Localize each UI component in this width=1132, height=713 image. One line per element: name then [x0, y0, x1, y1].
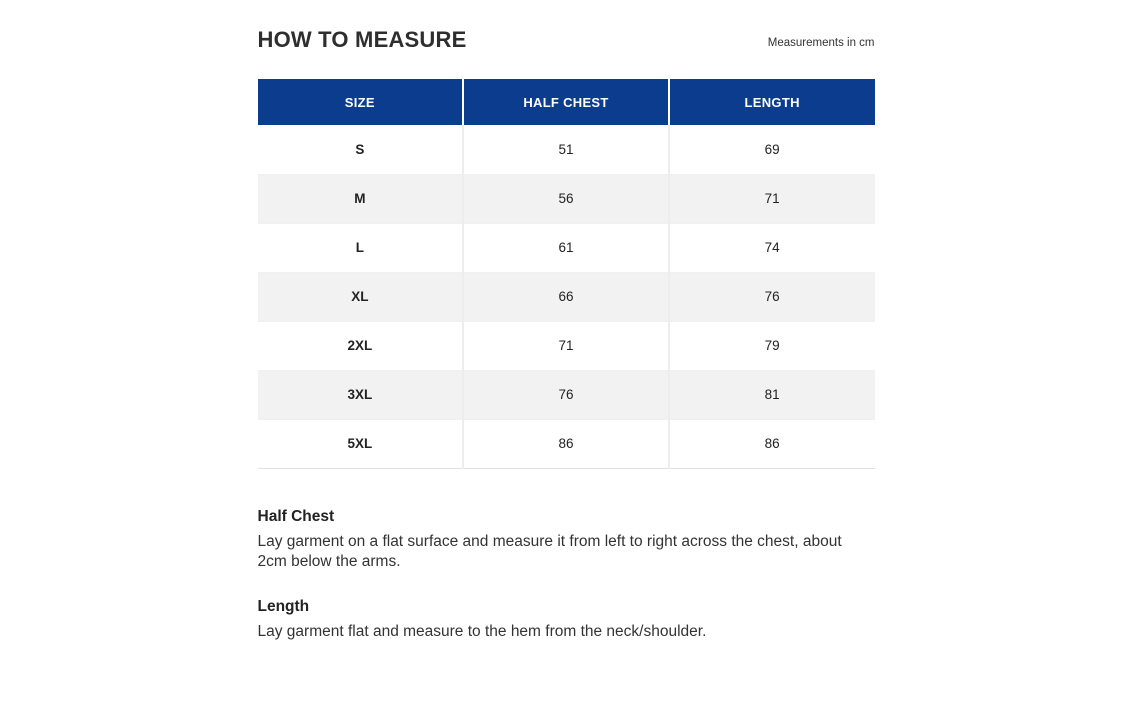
cell-length: 74: [667, 223, 875, 273]
note-half-chest-body: Lay garment on a flat surface and measur…: [257, 533, 842, 570]
cell-half-chest: 66: [462, 272, 669, 322]
cell-half-chest: 56: [462, 174, 669, 224]
cell-half-chest: 71: [462, 321, 669, 371]
cell-length: 69: [667, 125, 875, 175]
note-length-heading: Length: [257, 597, 310, 615]
column-header-length: LENGTH: [667, 79, 875, 126]
cell-length: 86: [667, 419, 875, 469]
size-chart-table: SIZE HALF CHEST LENGTH S 51 69 M 56 71 L 61 74 XL…: [257, 79, 875, 469]
note-length-body: Lay garment flat and measure to the hem …: [257, 623, 707, 641]
cell-size: 5XL: [347, 436, 373, 452]
cell-half-chest: 51: [462, 125, 669, 175]
measurement-notes: Half Chest Lay garment on a flat surface…: [258, 508, 875, 642]
cell-half-chest: 61: [462, 223, 669, 273]
note-length: Length Lay garment flat and measure to t…: [258, 598, 875, 642]
note-half-chest-heading: Half Chest: [257, 507, 335, 525]
cell-half-chest: 86: [462, 419, 669, 469]
cell-size: S: [355, 141, 365, 157]
measurement-unit-note: Measurements in cm: [767, 37, 875, 50]
size-row-l: L 61 74: [257, 223, 875, 273]
note-half-chest: Half Chest Lay garment on a flat surface…: [258, 508, 875, 571]
size-row-m: M 56 71: [257, 174, 875, 224]
size-chart-body: S 51 69 M 56 71 L 61 74 XL 66 76 2XL 71 79 3XL 76 81 5XL 86…: [257, 125, 875, 469]
cell-size: L: [355, 240, 364, 256]
cell-size: XL: [351, 289, 369, 305]
size-guide-header: HOW TO MEASURE Measurements in cm: [257, 27, 875, 52]
page-title: HOW TO MEASURE: [257, 27, 467, 52]
cell-size: M: [354, 191, 366, 207]
cell-size: 2XL: [347, 338, 373, 354]
size-guide-content: HOW TO MEASURE Measurements in cm SIZE H…: [257, 0, 875, 642]
column-header-half-chest: HALF CHEST: [462, 79, 669, 126]
cell-length: 76: [667, 272, 875, 322]
size-row-5xl: 5XL 86 86: [257, 419, 875, 469]
cell-length: 79: [667, 321, 875, 371]
size-row-2xl: 2XL 71 79: [257, 321, 875, 371]
size-row-xl: XL 66 76: [257, 272, 875, 322]
cell-length: 71: [667, 174, 875, 224]
cell-size: 3XL: [347, 387, 373, 403]
size-chart-header-row: SIZE HALF CHEST LENGTH: [257, 79, 875, 126]
size-row-3xl: 3XL 76 81: [257, 370, 875, 420]
size-row-s: S 51 69: [257, 125, 875, 175]
cell-half-chest: 76: [462, 370, 669, 420]
cell-length: 81: [667, 370, 875, 420]
column-header-size: SIZE: [257, 79, 464, 126]
